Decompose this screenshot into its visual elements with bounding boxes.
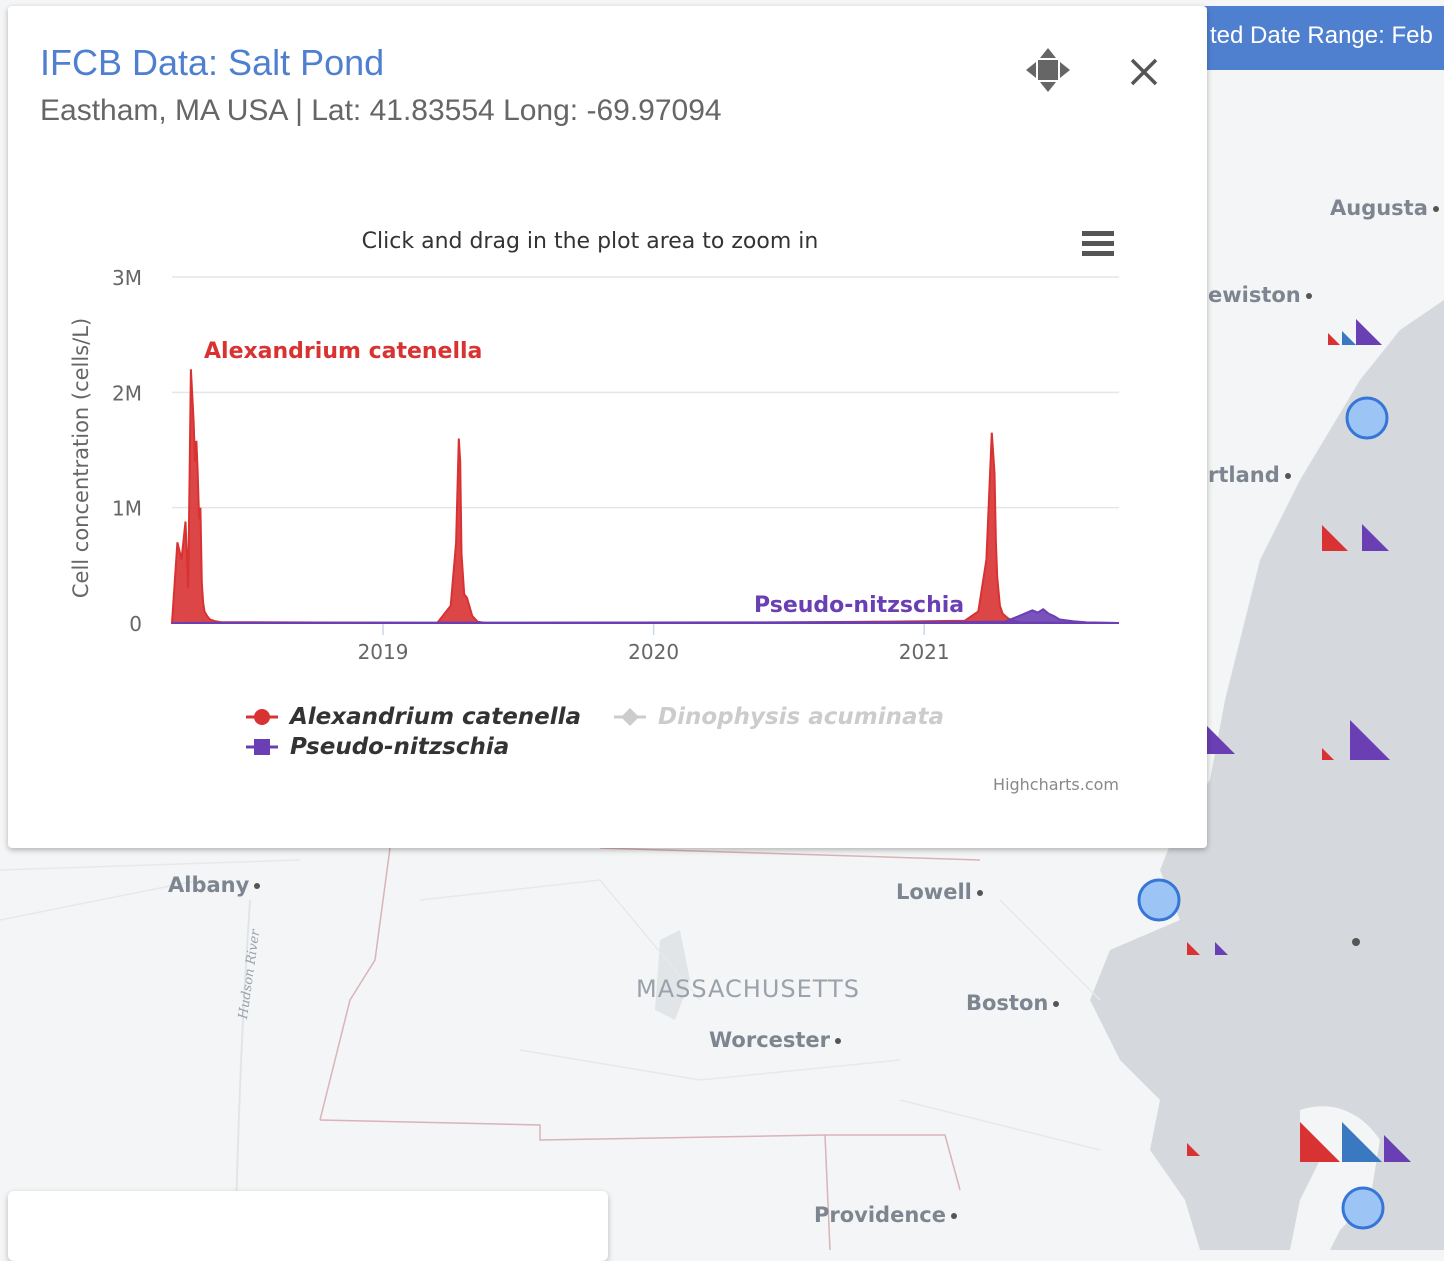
- hamburger-menu-icon[interactable]: [1082, 231, 1114, 256]
- x-tick-label: 2020: [628, 640, 679, 664]
- city-label-worcester: Worcester: [709, 1028, 841, 1052]
- city-label-lowell: Lowell: [896, 880, 983, 904]
- city-label-portland: rtland: [1208, 463, 1291, 487]
- state-border-ny-ma: [320, 848, 390, 1120]
- city-dot-icon: [254, 883, 260, 889]
- city-dot-icon: [1053, 1001, 1059, 1007]
- station-marker: [1343, 1188, 1383, 1228]
- x-tick-label: 2019: [358, 640, 409, 664]
- y-tick-label: 1M: [112, 497, 142, 521]
- station-marker: [1139, 880, 1179, 920]
- city-label-boston: Boston: [966, 991, 1059, 1015]
- city-dot-icon: [977, 890, 983, 896]
- city-dot-icon: [1285, 473, 1291, 479]
- series-annotation: Pseudo-nitzschia: [754, 593, 964, 618]
- legend-item[interactable]: Pseudo-nitzschia: [246, 734, 509, 760]
- city-dot-icon: [1433, 206, 1439, 212]
- city-label-albany: Albany: [168, 873, 260, 897]
- secondary-panel: [8, 1191, 608, 1261]
- city-label-lewiston: ewiston: [1208, 283, 1312, 307]
- state-label: MASSACHUSETTS: [636, 975, 860, 1003]
- legend-marker: [254, 709, 270, 725]
- legend-label[interactable]: Dinophysis acuminata: [658, 704, 944, 730]
- y-tick-label: 2M: [112, 381, 142, 405]
- station-dot: [1352, 938, 1360, 946]
- legend-label[interactable]: Pseudo-nitzschia: [290, 734, 509, 760]
- series-annotation: Alexandrium catenella: [204, 339, 482, 364]
- city-dot-icon: [951, 1213, 957, 1219]
- series-area-alexandrium-catenella[interactable]: [172, 369, 1114, 623]
- state-border-ct-ri: [825, 1135, 830, 1250]
- city-dot-icon: [1306, 293, 1312, 299]
- y-tick-label: 0: [129, 612, 142, 636]
- chart-subtitle: Click and drag in the plot area to zoom …: [362, 229, 819, 254]
- date-range-button[interactable]: ted Date Range: Feb: [1202, 6, 1444, 70]
- chart-credit[interactable]: Highcharts.com: [993, 775, 1119, 794]
- city-label-providence: Providence: [814, 1203, 957, 1227]
- legend-marker: [621, 708, 639, 726]
- city-dot-icon: [835, 1038, 841, 1044]
- species-chart[interactable]: Click and drag in the plot area to zoom …: [8, 6, 1207, 848]
- ifcb-data-panel: IFCB Data: Salt Pond Eastham, MA USA | L…: [8, 6, 1207, 848]
- legend-marker: [254, 739, 270, 755]
- state-border-ma-nh: [600, 848, 980, 860]
- legend-item[interactable]: Dinophysis acuminata: [614, 704, 944, 730]
- x-tick-label: 2021: [899, 640, 950, 664]
- legend-label[interactable]: Alexandrium catenella: [288, 704, 581, 730]
- state-border-ma-ct: [320, 1120, 960, 1190]
- city-label-augusta: Augusta: [1330, 196, 1439, 220]
- legend-item[interactable]: Alexandrium catenella: [246, 704, 581, 730]
- station-marker: [1347, 398, 1387, 438]
- y-axis-label: Cell concentration (cells/L): [69, 318, 93, 598]
- y-tick-label: 3M: [112, 266, 142, 290]
